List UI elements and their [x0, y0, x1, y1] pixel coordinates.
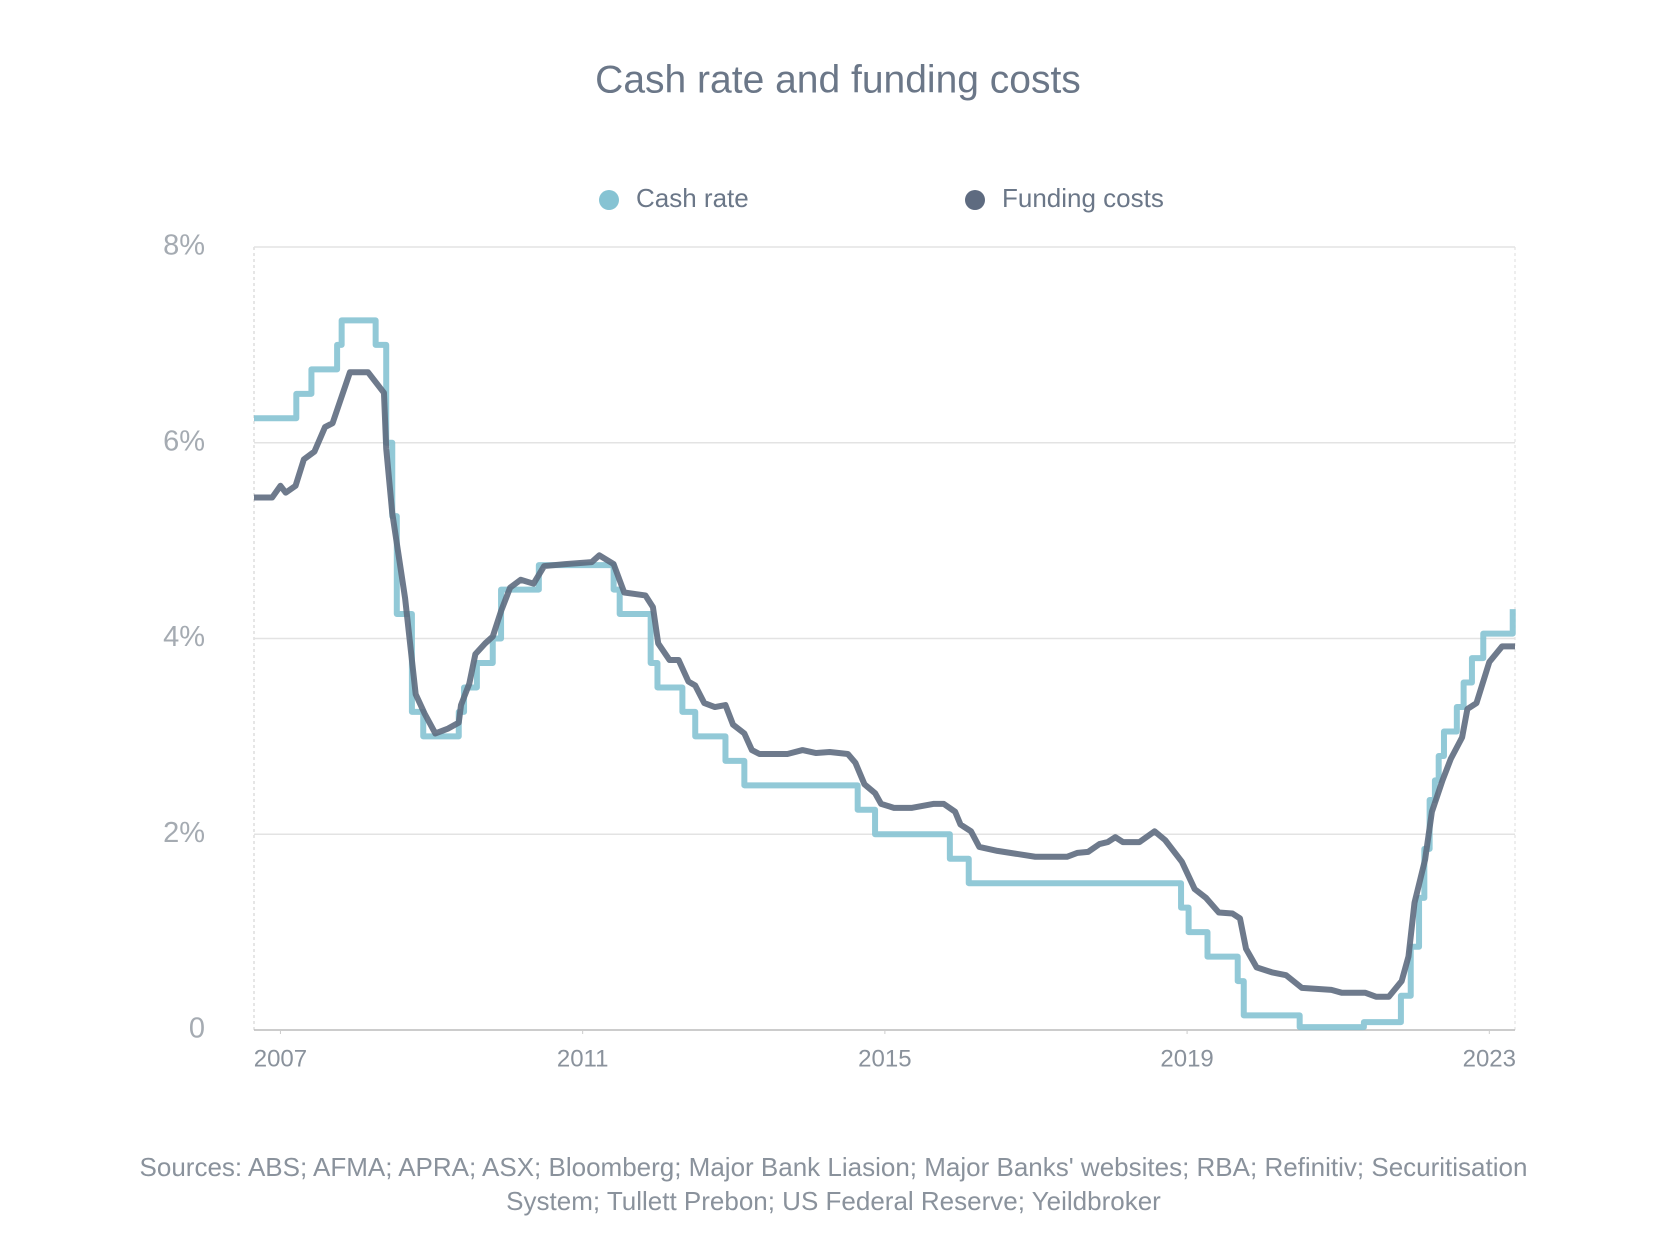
- y-tick-label: 4%: [163, 621, 205, 653]
- y-tick-label: 2%: [163, 817, 205, 849]
- line-series: [254, 369, 1515, 1000]
- x-tick-label: 2019: [1160, 1045, 1213, 1072]
- legend-marker: [599, 190, 619, 210]
- y-tick-label: 8%: [163, 230, 205, 262]
- y-tick-label: 6%: [163, 425, 205, 457]
- x-tick-label: 2011: [557, 1045, 609, 1072]
- chart-title: Cash rate and funding costs: [595, 58, 1081, 101]
- chart: Cash rate and funding costs 0 2% 4% 6% 8% 200…: [163, 58, 1516, 1072]
- source-note: Sources: ABS; AFMA; APRA; ASX; Bloomberg…: [139, 1152, 1528, 1216]
- x-tick-label: 2007: [254, 1045, 307, 1072]
- x-tick-label: 2023: [1463, 1045, 1516, 1072]
- line-series: [254, 317, 1516, 1031]
- legend-marker: [965, 190, 985, 210]
- legend-label: Cash rate: [636, 183, 749, 213]
- y-tick-label: 0: [189, 1013, 205, 1045]
- x-tick-label: 2015: [858, 1045, 911, 1072]
- legend-label: Funding costs: [1002, 183, 1164, 213]
